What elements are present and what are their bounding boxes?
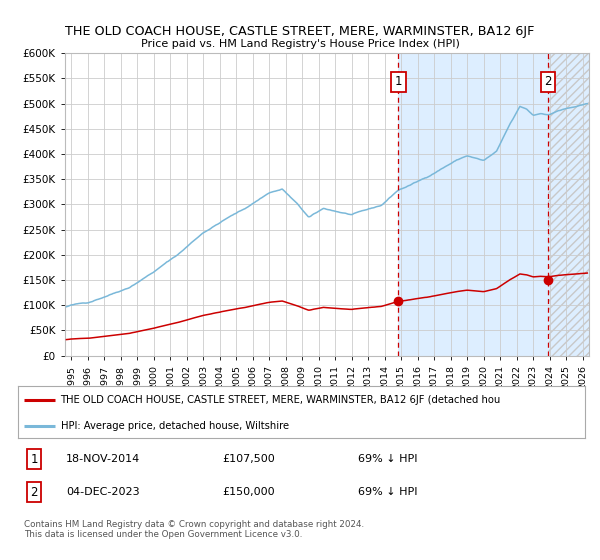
Text: 69% ↓ HPI: 69% ↓ HPI xyxy=(358,487,418,497)
Text: Contains HM Land Registry data © Crown copyright and database right 2024.
This d: Contains HM Land Registry data © Crown c… xyxy=(24,520,364,539)
Text: 04-DEC-2023: 04-DEC-2023 xyxy=(66,487,140,497)
Text: 2: 2 xyxy=(544,76,552,88)
Bar xyxy=(398,53,548,356)
Text: THE OLD COACH HOUSE, CASTLE STREET, MERE, WARMINSTER, BA12 6JF (detached hou: THE OLD COACH HOUSE, CASTLE STREET, MERE… xyxy=(61,395,501,405)
Text: 1: 1 xyxy=(31,452,38,465)
Text: £150,000: £150,000 xyxy=(222,487,275,497)
Bar xyxy=(548,53,589,356)
Text: 18-NOV-2014: 18-NOV-2014 xyxy=(66,454,140,464)
Text: 69% ↓ HPI: 69% ↓ HPI xyxy=(358,454,418,464)
Text: 1: 1 xyxy=(395,76,402,88)
Text: THE OLD COACH HOUSE, CASTLE STREET, MERE, WARMINSTER, BA12 6JF: THE OLD COACH HOUSE, CASTLE STREET, MERE… xyxy=(65,25,535,38)
Text: £107,500: £107,500 xyxy=(222,454,275,464)
Text: HPI: Average price, detached house, Wiltshire: HPI: Average price, detached house, Wilt… xyxy=(61,421,289,431)
Text: 2: 2 xyxy=(31,486,38,498)
Text: Price paid vs. HM Land Registry's House Price Index (HPI): Price paid vs. HM Land Registry's House … xyxy=(140,39,460,49)
